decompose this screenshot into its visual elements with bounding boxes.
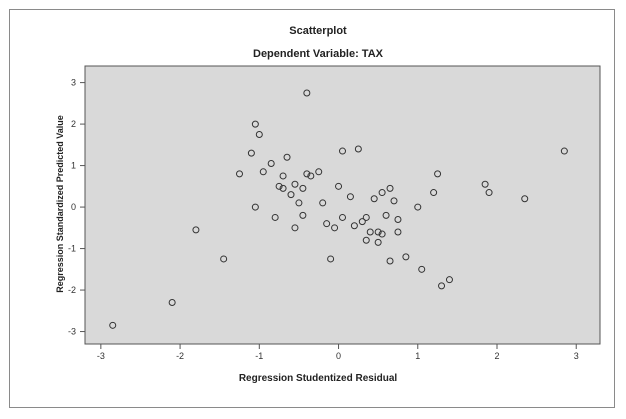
x-tick-label: -1 <box>255 351 263 361</box>
data-point <box>445 276 453 284</box>
data-point <box>283 153 291 161</box>
data-point <box>481 180 489 188</box>
data-point <box>307 172 315 180</box>
data-point <box>295 199 303 207</box>
data-point <box>390 197 398 205</box>
x-tick-label: 3 <box>574 351 579 361</box>
data-point <box>366 228 374 236</box>
data-point <box>291 180 299 188</box>
chart-subtitle: Dependent Variable: TAX <box>253 48 384 60</box>
data-point <box>279 184 287 192</box>
data-point <box>220 255 228 263</box>
data-point <box>192 226 200 234</box>
y-tick-label: -1 <box>68 244 76 254</box>
data-point <box>362 213 370 221</box>
data-point <box>521 195 529 203</box>
data-point <box>331 224 339 232</box>
data-point <box>255 130 263 138</box>
x-tick-label: 0 <box>336 351 341 361</box>
data-point <box>430 189 438 197</box>
data-point <box>109 321 117 329</box>
y-tick-label: 3 <box>71 78 76 88</box>
data-point <box>378 189 386 197</box>
data-point <box>287 191 295 199</box>
data-point <box>362 236 370 244</box>
y-tick-label: -3 <box>68 327 76 337</box>
data-point <box>259 168 267 176</box>
data-point <box>275 182 283 190</box>
data-point <box>386 257 394 265</box>
data-point <box>291 224 299 232</box>
data-point <box>560 147 568 155</box>
data-point <box>315 168 323 176</box>
data-point <box>402 253 410 261</box>
data-point <box>358 218 366 226</box>
data-point <box>251 120 259 128</box>
data-point <box>394 228 402 236</box>
data-point <box>247 149 255 157</box>
y-tick-label: 2 <box>71 119 76 129</box>
data-point <box>339 213 346 221</box>
data-point <box>279 172 287 180</box>
data-point <box>327 255 335 263</box>
x-tick-label: -2 <box>176 351 184 361</box>
data-point <box>168 299 176 307</box>
data-point <box>346 193 354 201</box>
data-point <box>374 228 382 236</box>
data-point <box>374 238 382 246</box>
data-point <box>303 170 311 178</box>
data-point <box>394 216 402 224</box>
data-point <box>378 230 386 238</box>
data-point <box>370 195 378 203</box>
data-point <box>418 265 426 273</box>
data-point <box>323 220 331 228</box>
data-points <box>109 89 568 329</box>
data-point <box>236 170 243 178</box>
data-point <box>434 170 442 178</box>
plot-area <box>84 65 601 345</box>
data-point <box>354 145 362 153</box>
data-point <box>251 203 259 211</box>
data-point <box>335 182 343 190</box>
y-tick-label: 0 <box>71 202 76 212</box>
y-tick-label: 1 <box>71 161 76 171</box>
data-point <box>303 89 311 97</box>
data-point <box>414 203 422 211</box>
data-point <box>382 211 390 219</box>
data-point <box>319 199 327 207</box>
data-point <box>386 184 394 192</box>
data-point <box>267 160 275 168</box>
x-tick-label: -3 <box>97 351 105 361</box>
data-point <box>271 213 279 221</box>
data-point <box>299 211 307 219</box>
data-point <box>350 222 358 230</box>
y-axis: -3 -2 -1 0 1 2 3 <box>68 78 85 337</box>
x-tick-label: 2 <box>494 351 499 361</box>
chart-title: Scatterplot <box>289 25 347 37</box>
y-tick-label: -2 <box>68 285 76 295</box>
x-tick-label: 1 <box>415 351 420 361</box>
data-point <box>438 282 446 290</box>
data-point <box>485 189 493 197</box>
data-point <box>339 147 346 155</box>
x-axis: -3 -2 -1 0 1 2 3 <box>97 344 579 361</box>
y-axis-label: Regression Standardized Predicted Value <box>55 115 65 293</box>
x-axis-label: Regression Studentized Residual <box>239 373 398 384</box>
data-point <box>299 184 307 192</box>
